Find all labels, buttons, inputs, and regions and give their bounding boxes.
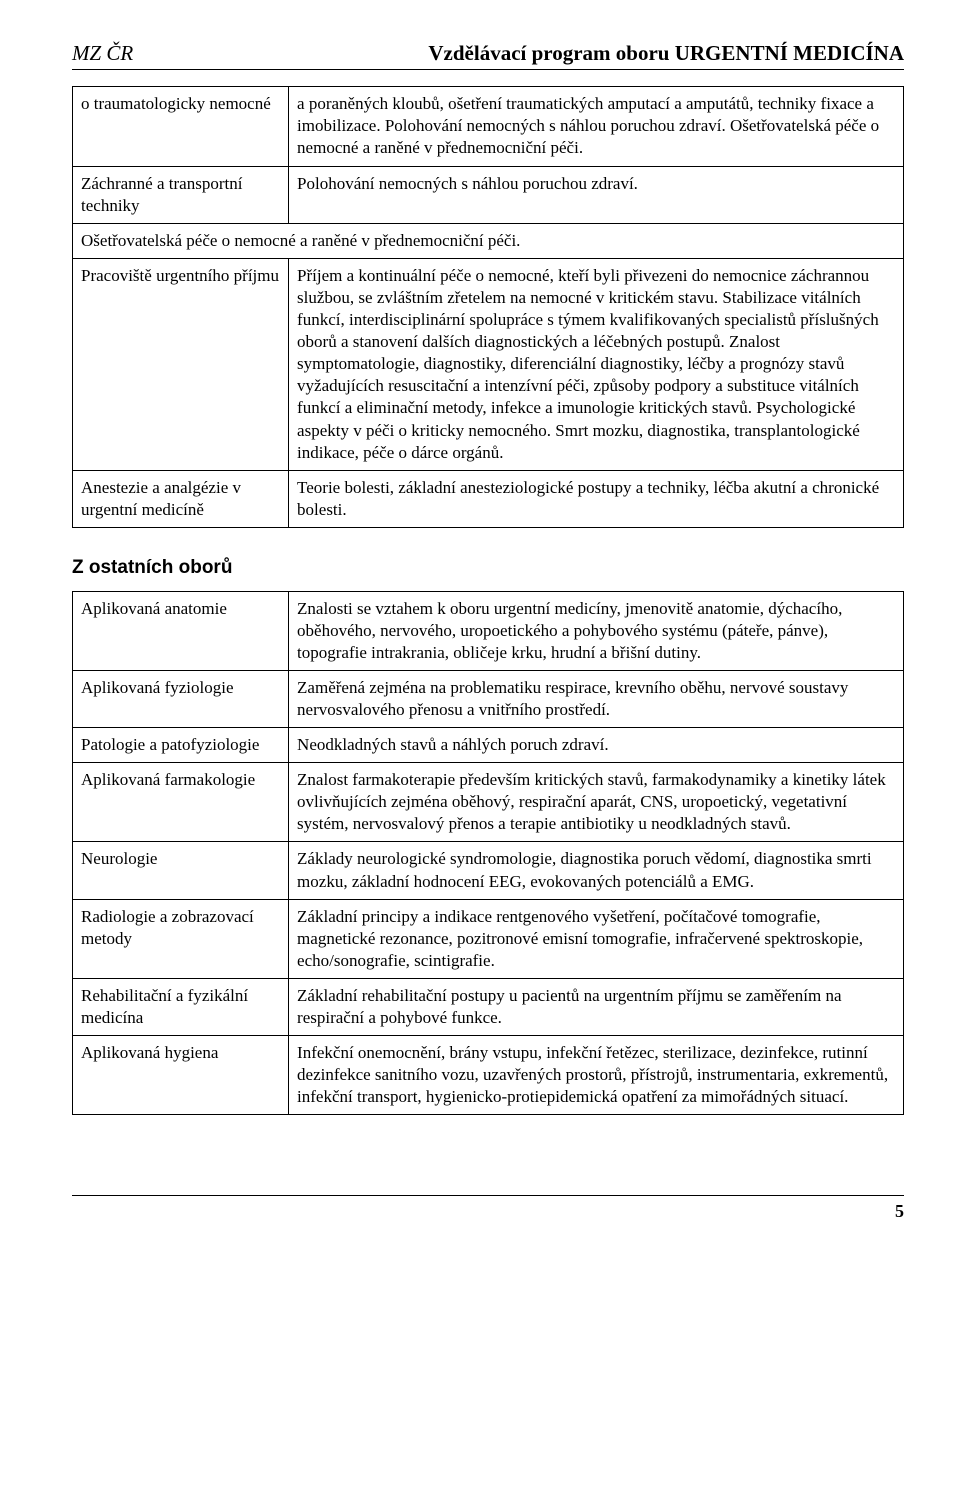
row-full: Ošetřovatelská péče o nemocné a raněné v… [73,223,904,258]
table-row: Patologie a patofyziologie Neodkladných … [73,728,904,763]
row-label: Aplikovaná anatomie [73,591,289,670]
table-row: Aplikovaná anatomie Znalosti se vztahem … [73,591,904,670]
table-row: o traumatologicky nemocné a poraněných k… [73,87,904,166]
row-text: Neodkladných stavů a náhlých poruch zdra… [289,728,904,763]
row-label: o traumatologicky nemocné [73,87,289,166]
table-row: Neurologie Základy neurologické syndromo… [73,842,904,899]
row-text: Teorie bolesti, základní anesteziologick… [289,470,904,527]
table-row: Radiologie a zobrazovací metody Základní… [73,899,904,978]
row-text: Znalost farmakoterapie především kritick… [289,763,904,842]
header-left: MZ ČR [72,40,133,67]
row-text: Zaměřená zejména na problematiku respira… [289,670,904,727]
table-main: o traumatologicky nemocné a poraněných k… [72,86,904,528]
row-text: a poraněných kloubů, ošetření traumatick… [289,87,904,166]
row-label: Anestezie a analgézie v urgentní medicín… [73,470,289,527]
row-label: Záchranné a transportní techniky [73,166,289,223]
row-label: Radiologie a zobrazovací metody [73,899,289,978]
row-text: Základy neurologické syndromologie, diag… [289,842,904,899]
page-header: MZ ČR Vzdělávací program oboru URGENTNÍ … [72,40,904,70]
table-row: Aplikovaná hygiena Infekční onemocnění, … [73,1036,904,1115]
row-label: Aplikovaná hygiena [73,1036,289,1115]
row-text: Základní principy a indikace rentgenovéh… [289,899,904,978]
row-text: Infekční onemocnění, brány vstupu, infek… [289,1036,904,1115]
row-text: Znalosti se vztahem k oboru urgentní med… [289,591,904,670]
table-row: Anestezie a analgézie v urgentní medicín… [73,470,904,527]
row-label: Pracoviště urgentního příjmu [73,258,289,470]
table-row: Aplikovaná fyziologie Zaměřená zejména n… [73,670,904,727]
table-other-fields: Aplikovaná anatomie Znalosti se vztahem … [72,591,904,1116]
page-number: 5 [895,1201,904,1221]
row-label: Patologie a patofyziologie [73,728,289,763]
table-row: Ošetřovatelská péče o nemocné a raněné v… [73,223,904,258]
table-row: Záchranné a transportní techniky Polohov… [73,166,904,223]
row-text: Příjem a kontinuální péče o nemocné, kte… [289,258,904,470]
page-footer: 5 [72,1195,904,1223]
table-row: Aplikovaná farmakologie Znalost farmakot… [73,763,904,842]
row-label: Rehabilitační a fyzikální medicína [73,978,289,1035]
row-label: Aplikovaná farmakologie [73,763,289,842]
row-text: Polohování nemocných s náhlou poruchou z… [289,166,904,223]
row-label: Aplikovaná fyziologie [73,670,289,727]
row-label: Neurologie [73,842,289,899]
table-row: Pracoviště urgentního příjmu Příjem a ko… [73,258,904,470]
header-right: Vzdělávací program oboru URGENTNÍ MEDICÍ… [428,40,904,67]
section-heading: Z ostatních oborů [72,556,904,581]
table-row: Rehabilitační a fyzikální medicína Zákla… [73,978,904,1035]
row-text: Základní rehabilitační postupy u pacient… [289,978,904,1035]
